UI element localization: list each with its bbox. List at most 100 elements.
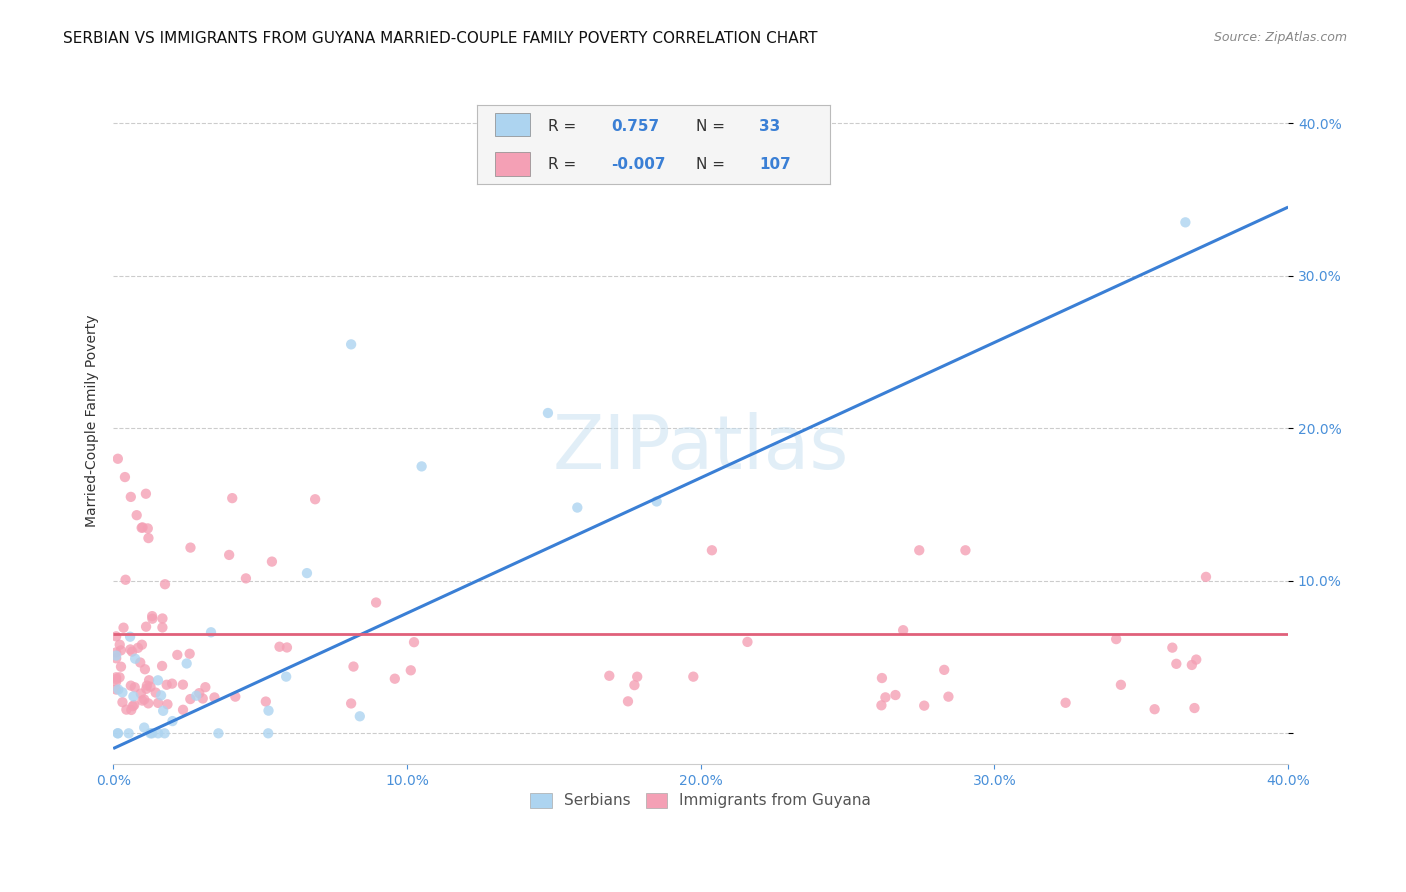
Point: [166, 648, 188, 662]
Point: [884, 688, 907, 702]
Point: [276, 670, 298, 684]
Point: [304, 492, 326, 507]
Point: [120, 679, 142, 693]
Point: [617, 694, 640, 708]
Point: [131, 638, 153, 652]
Point: [257, 726, 280, 740]
Point: [870, 698, 893, 713]
Point: [122, 690, 145, 704]
Point: [224, 690, 246, 704]
Point: [105, 648, 128, 663]
Point: [737, 635, 759, 649]
Point: [105, 651, 128, 665]
Point: [135, 487, 157, 501]
Point: [1109, 678, 1132, 692]
Point: [172, 678, 194, 692]
Point: [150, 689, 173, 703]
Point: [135, 679, 157, 693]
Point: [1143, 702, 1166, 716]
Point: [200, 625, 222, 640]
Point: [150, 659, 173, 673]
Point: [131, 520, 153, 534]
Point: [204, 690, 226, 705]
Point: [172, 703, 194, 717]
Point: [934, 663, 956, 677]
Point: [108, 638, 131, 652]
Point: [138, 531, 160, 545]
Point: [912, 698, 935, 713]
Point: [340, 337, 363, 351]
Legend: Serbians, Immigrants from Guyana: Serbians, Immigrants from Guyana: [524, 787, 877, 814]
Point: [342, 659, 364, 673]
Point: [186, 689, 208, 703]
Point: [153, 726, 176, 740]
Point: [110, 659, 132, 673]
Point: [141, 612, 163, 626]
Text: ZIPatlas: ZIPatlas: [553, 411, 849, 484]
Point: [135, 620, 157, 634]
Point: [537, 406, 560, 420]
Point: [938, 690, 960, 704]
Point: [129, 687, 152, 701]
Point: [207, 726, 229, 740]
Point: [139, 680, 162, 694]
Point: [139, 726, 162, 740]
Point: [160, 676, 183, 690]
Point: [122, 698, 145, 712]
Point: [295, 566, 318, 581]
Point: [340, 697, 363, 711]
Point: [146, 673, 169, 688]
Point: [145, 685, 167, 699]
Point: [349, 709, 371, 723]
Point: [146, 726, 169, 740]
Y-axis label: Married-Couple Family Poverty: Married-Couple Family Poverty: [86, 314, 100, 527]
Point: [260, 555, 283, 569]
Point: [152, 611, 174, 625]
Point: [411, 459, 433, 474]
Point: [105, 672, 128, 686]
Point: [105, 629, 128, 643]
Point: [254, 694, 277, 708]
Point: [1181, 657, 1204, 672]
Point: [276, 640, 298, 655]
Point: [179, 692, 201, 706]
Point: [162, 714, 184, 728]
Point: [221, 491, 243, 505]
Point: [1161, 640, 1184, 655]
Point: [626, 670, 648, 684]
Point: [179, 647, 201, 661]
Point: [112, 621, 135, 635]
Point: [682, 670, 704, 684]
Point: [218, 548, 240, 562]
Point: [364, 595, 387, 609]
Point: [105, 674, 128, 689]
Point: [111, 695, 134, 709]
Point: [108, 670, 131, 684]
Point: [1174, 215, 1197, 229]
Point: [176, 657, 198, 671]
Point: [1184, 701, 1206, 715]
Point: [125, 508, 148, 523]
Point: [1166, 657, 1188, 671]
Point: [121, 699, 143, 714]
Point: [124, 681, 146, 695]
Point: [567, 500, 589, 515]
Point: [194, 680, 217, 694]
Point: [1185, 652, 1208, 666]
Point: [870, 671, 893, 685]
Point: [107, 682, 129, 697]
Point: [598, 669, 620, 683]
Point: [141, 609, 163, 624]
Point: [120, 630, 142, 644]
Point: [188, 686, 211, 700]
Point: [129, 656, 152, 670]
Point: [152, 620, 174, 634]
Point: [124, 651, 146, 665]
Point: [134, 692, 156, 706]
Point: [135, 681, 157, 696]
Point: [120, 642, 142, 657]
Point: [269, 640, 291, 654]
Point: [136, 521, 159, 535]
Point: [152, 704, 174, 718]
Point: [1105, 632, 1128, 646]
